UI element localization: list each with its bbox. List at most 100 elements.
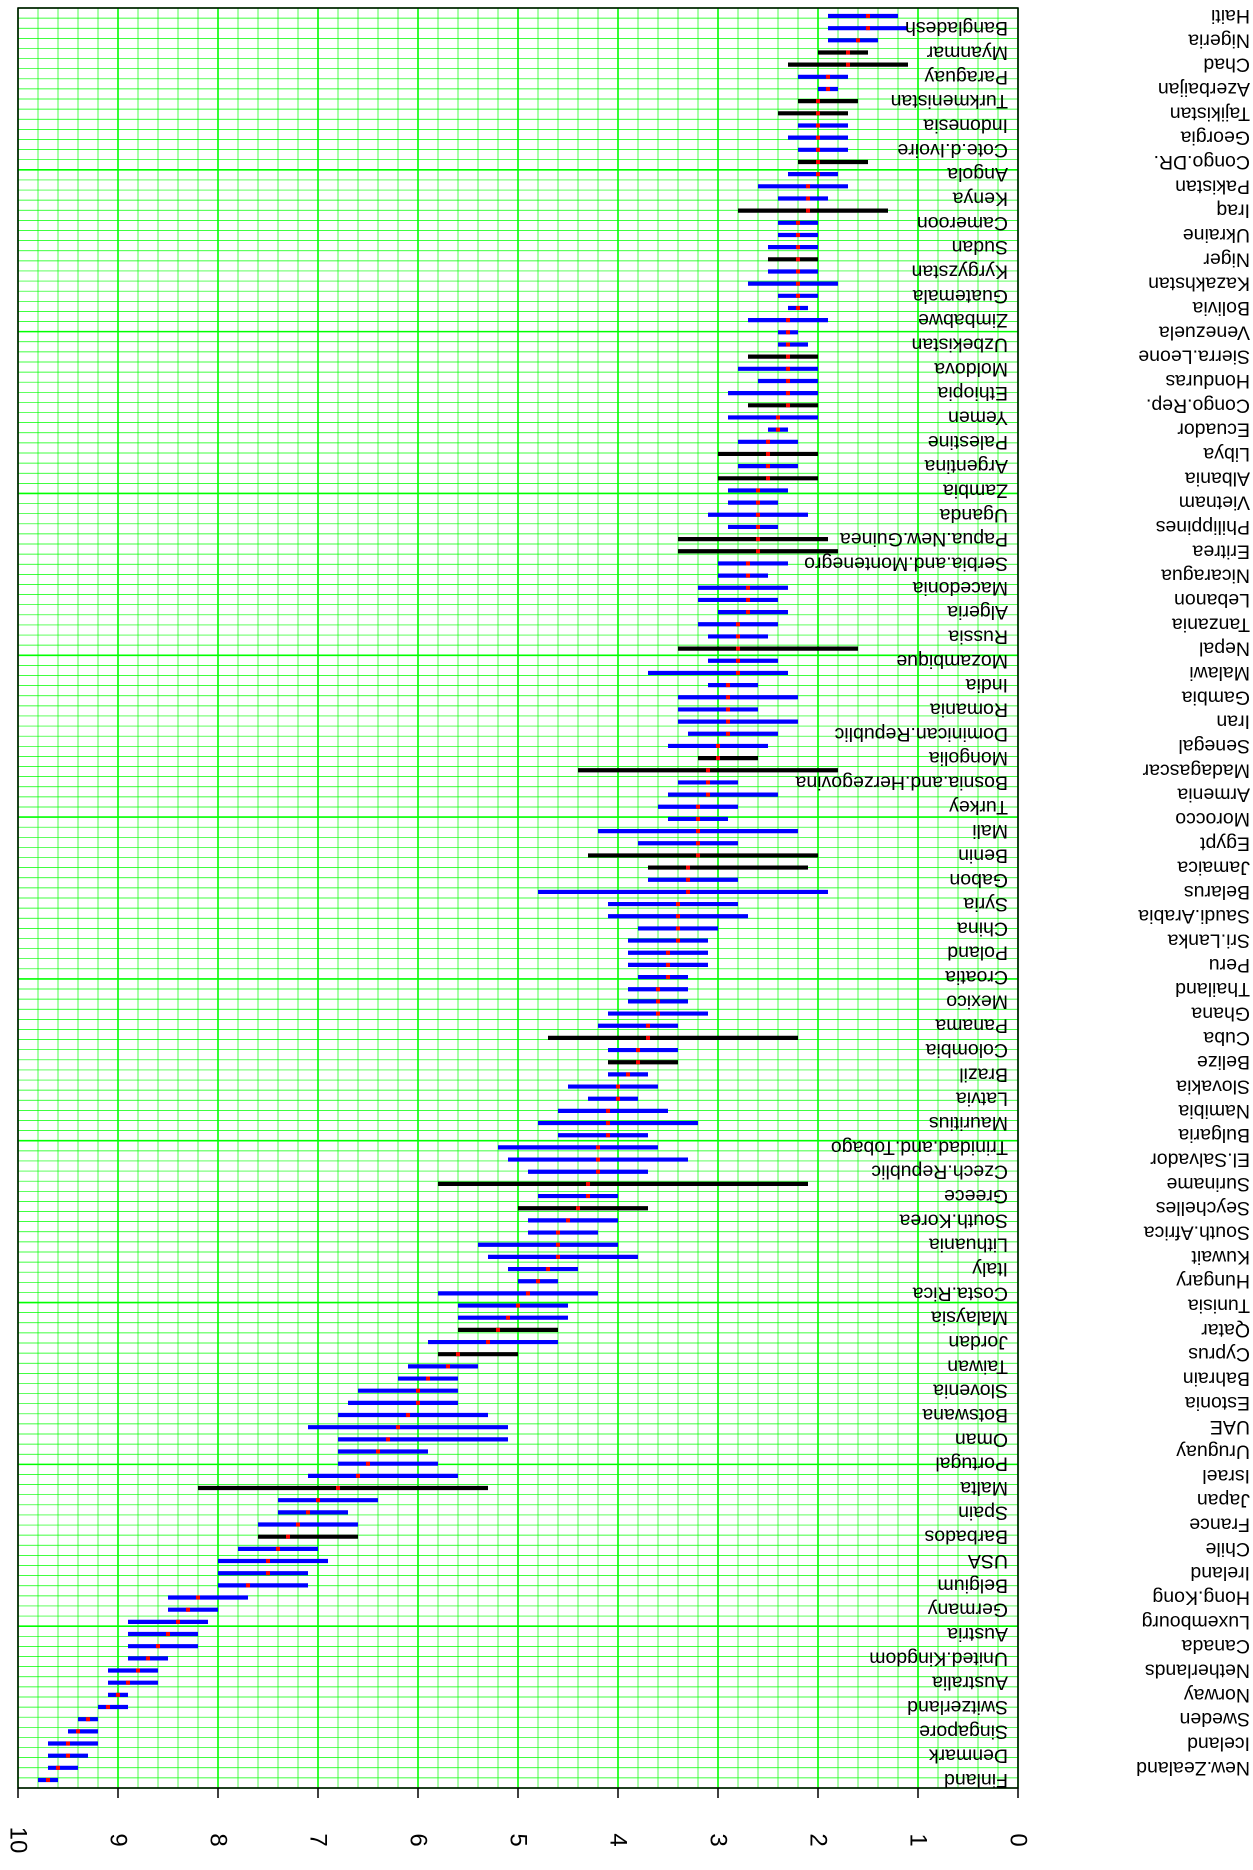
score-point (756, 549, 760, 554)
score-point (776, 415, 780, 420)
country-label: Qatar (1201, 1319, 1250, 1341)
country-label: Denmark (929, 1745, 1008, 1767)
country-label: Macedonia (912, 577, 1008, 599)
score-point (606, 1108, 610, 1113)
country-label: Guatemala (912, 285, 1008, 307)
score-point (786, 403, 790, 408)
country-label: Lebanon (1174, 589, 1250, 611)
country-label: Zimbabwe (918, 309, 1008, 331)
country-labels: Finland New.Zealand Denmark Iceland Singapor… (795, 5, 1250, 1791)
score-point (756, 488, 760, 493)
country-label: Jamaica (1177, 857, 1250, 879)
country-label: Indonesia (923, 114, 1008, 136)
score-point (826, 74, 830, 79)
score-point (736, 658, 740, 663)
country-label: Germany (928, 1599, 1008, 1621)
country-label: Peru (1209, 954, 1250, 976)
country-label: Mongolia (929, 747, 1008, 769)
score-point (596, 1157, 600, 1162)
score-point (736, 646, 740, 651)
country-label: Mauritius (929, 1112, 1008, 1134)
country-label: Kazakhstan (1148, 273, 1250, 295)
country-label: France (1189, 1514, 1250, 1536)
country-label: Pakistan (1175, 175, 1250, 197)
country-label: Israel (1202, 1465, 1250, 1487)
country-label: Belgium (938, 1574, 1008, 1596)
score-point (126, 1680, 130, 1685)
score-point (676, 938, 680, 943)
country-label: Greece (944, 1185, 1008, 1207)
score-point (656, 1011, 660, 1016)
country-label: Egypt (1200, 832, 1250, 854)
country-label: Hong.Kong (1152, 1587, 1250, 1609)
score-point (666, 962, 670, 967)
country-label: Austria (947, 1623, 1008, 1645)
country-label: Dominican.Republic (834, 723, 1008, 745)
score-point (856, 38, 860, 43)
score-point (746, 573, 750, 578)
score-point (786, 378, 790, 383)
country-label: Taiwan (947, 1355, 1008, 1377)
country-label: Japan (1197, 1489, 1250, 1511)
country-label: Turkmenistan (891, 90, 1008, 112)
score-point (416, 1400, 420, 1405)
score-point (606, 1133, 610, 1138)
score-point (756, 537, 760, 542)
country-label: Namibia (1178, 1100, 1250, 1122)
axis-tick-label: 2 (805, 1833, 832, 1846)
country-label: Venezuela (1159, 321, 1250, 343)
country-label: Ethiopia (937, 382, 1008, 404)
country-label: Congo.Rep. (1146, 394, 1250, 416)
score-point (816, 99, 820, 104)
country-label: Panama (935, 1015, 1008, 1037)
country-label: Slovakia (1176, 1076, 1250, 1098)
country-label: Bolivia (1192, 297, 1250, 319)
country-label: South.Africa (1144, 1222, 1250, 1244)
country-label: Mexico (946, 990, 1008, 1012)
score-point (626, 1072, 630, 1077)
score-point (806, 196, 810, 201)
score-point (846, 62, 850, 67)
country-label: Latvia (956, 1088, 1008, 1110)
score-point (726, 707, 730, 712)
country-label: Chad (1203, 54, 1250, 76)
score-point (606, 1121, 610, 1126)
score-point (636, 1060, 640, 1065)
country-label: Tunisia (1188, 1295, 1250, 1317)
score-point (586, 1194, 590, 1199)
point-estimates (46, 14, 870, 1782)
country-label: Suriname (1167, 1173, 1250, 1195)
country-label: Gabon (949, 869, 1008, 891)
score-point (786, 342, 790, 347)
score-point (666, 950, 670, 955)
score-point (566, 1218, 570, 1223)
country-label: Luxembourg (1142, 1611, 1250, 1633)
score-point (556, 1254, 560, 1259)
grid (17, 7, 1019, 1789)
score-point (526, 1291, 530, 1296)
country-label: Spain (958, 1501, 1008, 1523)
country-label: Georgia (1180, 127, 1250, 149)
score-point (766, 476, 770, 481)
score-point (746, 561, 750, 566)
country-label: Chile (1206, 1538, 1250, 1560)
country-label: Bulgaria (1178, 1124, 1250, 1146)
score-point (186, 1607, 190, 1612)
score-point (656, 999, 660, 1004)
country-label: Lithuania (929, 1234, 1008, 1256)
country-label: Morocco (1175, 808, 1250, 830)
axis-tick-label: 1 (905, 1833, 932, 1846)
score-point (416, 1388, 420, 1393)
country-label: Slovenia (933, 1380, 1008, 1402)
country-label: Madagascar (1142, 759, 1250, 781)
country-label: Canada (1182, 1635, 1250, 1657)
country-label: Algeria (947, 601, 1008, 623)
country-label: Bahrain (1183, 1368, 1250, 1390)
score-point (676, 914, 680, 919)
score-point (376, 1449, 380, 1454)
score-point (696, 816, 700, 821)
score-point (546, 1267, 550, 1272)
score-point (46, 1778, 50, 1782)
country-label: Eritrea (1192, 540, 1250, 562)
country-label: Oman (955, 1428, 1008, 1450)
